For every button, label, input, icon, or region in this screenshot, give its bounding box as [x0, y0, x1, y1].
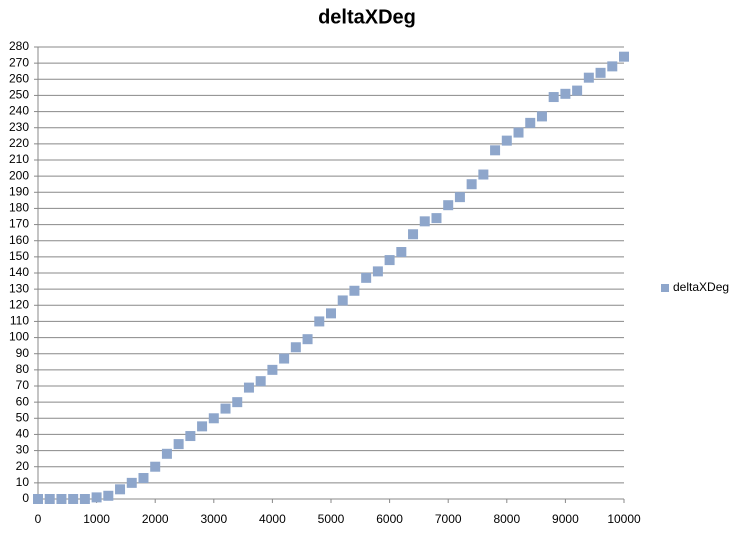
y-tick-label: 180 — [9, 201, 29, 215]
marker — [126, 477, 137, 488]
marker — [79, 494, 90, 504]
y-tick-label: 210 — [9, 152, 29, 166]
y-tick-label: 240 — [9, 104, 29, 118]
x-tick-label: 0 — [35, 512, 42, 526]
marker — [279, 353, 290, 364]
marker — [372, 266, 383, 277]
marker — [173, 439, 184, 450]
y-tick-label: 0 — [22, 491, 29, 505]
marker — [255, 376, 266, 387]
marker — [150, 461, 161, 472]
marker — [232, 397, 243, 408]
x-tick-label: 5000 — [318, 512, 345, 526]
x-tick-label: 7000 — [435, 512, 462, 526]
marker — [220, 403, 231, 414]
y-tick-label: 10 — [16, 475, 30, 489]
y-tick-label: 230 — [9, 120, 29, 134]
legend-label: deltaXDeg — [673, 280, 729, 294]
marker — [548, 92, 559, 103]
marker — [583, 72, 594, 83]
y-tick-label: 150 — [9, 249, 29, 263]
x-tick-label: 3000 — [200, 512, 227, 526]
marker — [115, 484, 126, 495]
marker — [419, 216, 430, 227]
marker — [197, 421, 208, 432]
marker — [349, 285, 360, 296]
marker — [337, 295, 348, 306]
marker — [302, 334, 313, 345]
marker — [361, 272, 372, 283]
y-tick-label: 250 — [9, 88, 29, 102]
y-tick-label: 70 — [16, 378, 30, 392]
marker — [68, 494, 79, 504]
x-tick-label: 4000 — [259, 512, 286, 526]
y-tick-label: 50 — [16, 410, 30, 424]
x-tick-label: 1000 — [83, 512, 110, 526]
marker — [501, 135, 512, 146]
y-tick-label: 100 — [9, 330, 29, 344]
marker — [595, 67, 606, 78]
x-tick-label: 2000 — [142, 512, 169, 526]
marker — [513, 127, 524, 138]
y-tick-label: 200 — [9, 168, 29, 182]
marker — [454, 192, 465, 203]
marker — [560, 88, 571, 99]
y-tick-label: 280 — [9, 39, 29, 53]
x-tick-label: 6000 — [376, 512, 403, 526]
marker — [56, 494, 67, 504]
y-tick-label: 130 — [9, 281, 29, 295]
y-tick-label: 90 — [16, 346, 30, 360]
marker — [103, 490, 114, 501]
y-tick-label: 80 — [16, 362, 30, 376]
x-tick-label: 9000 — [552, 512, 579, 526]
marker — [161, 448, 172, 459]
marker — [536, 111, 547, 122]
y-tick-label: 270 — [9, 55, 29, 69]
marker — [243, 382, 254, 393]
marker — [466, 179, 477, 190]
x-tick-label: 10000 — [607, 512, 641, 526]
marker — [138, 473, 149, 484]
legend-marker — [661, 284, 669, 292]
marker — [431, 213, 442, 224]
marker — [44, 494, 55, 504]
marker — [619, 51, 629, 62]
y-tick-label: 60 — [16, 394, 30, 408]
marker — [314, 316, 325, 327]
y-tick-label: 140 — [9, 265, 29, 279]
y-tick-label: 110 — [10, 314, 29, 328]
marker — [185, 431, 196, 442]
y-tick-label: 120 — [9, 297, 29, 311]
marker — [478, 169, 489, 180]
marker — [384, 255, 395, 266]
marker — [396, 247, 407, 258]
y-tick-label: 220 — [9, 136, 29, 150]
y-tick-label: 20 — [16, 459, 30, 473]
marker — [490, 145, 501, 156]
marker — [525, 117, 536, 128]
y-tick-label: 260 — [9, 71, 29, 85]
chart-title: deltaXDeg — [318, 6, 416, 28]
marker — [267, 364, 278, 375]
y-tick-label: 170 — [9, 217, 29, 231]
marker — [408, 229, 419, 240]
y-tick-label: 30 — [16, 443, 30, 457]
marker — [33, 494, 43, 504]
marker — [326, 308, 336, 319]
y-tick-label: 40 — [16, 427, 30, 441]
y-tick-label: 190 — [9, 184, 29, 198]
marker — [290, 342, 301, 353]
y-tick-label: 160 — [9, 233, 29, 247]
x-tick-label: 8000 — [493, 512, 520, 526]
marker — [607, 61, 618, 72]
marker — [91, 492, 102, 503]
marker — [572, 85, 583, 96]
marker — [208, 413, 219, 424]
marker — [443, 200, 454, 211]
